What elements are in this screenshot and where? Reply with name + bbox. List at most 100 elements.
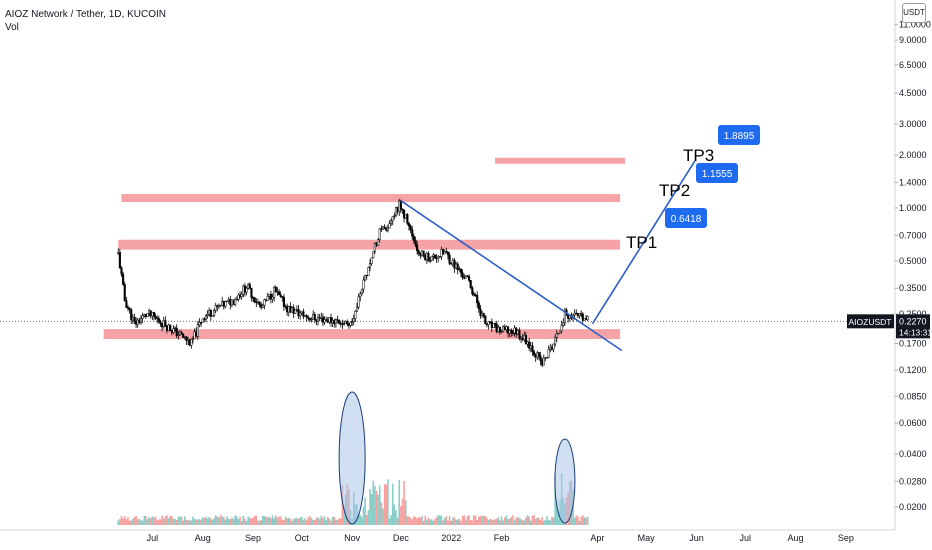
- currency-badge[interactable]: USDT: [902, 3, 926, 23]
- volume-bar: [211, 519, 214, 525]
- volume-bar: [310, 518, 313, 525]
- candle-body: [118, 252, 121, 269]
- last-price-value: 0.2270: [899, 316, 927, 326]
- candle-body: [303, 315, 307, 317]
- candle-body: [446, 251, 450, 256]
- candle-body: [500, 330, 503, 333]
- volume-bar: [331, 517, 334, 525]
- candle-body: [148, 310, 151, 314]
- candle-body: [224, 301, 227, 307]
- candle-body: [407, 223, 411, 227]
- candle-body: [248, 284, 251, 289]
- candle-body: [292, 307, 295, 314]
- volume-bar: [554, 474, 556, 525]
- volume-bar: [182, 520, 185, 525]
- volume-bar: [206, 518, 209, 525]
- symbol-name: AIOZUSDT: [849, 317, 892, 327]
- candle-body: [318, 317, 321, 319]
- candle-body: [489, 321, 492, 323]
- volume-bar: [383, 484, 386, 525]
- candle-body: [464, 275, 467, 279]
- candle-body: [466, 275, 469, 278]
- volume-bar: [452, 517, 454, 525]
- volume-bar: [512, 515, 514, 525]
- volume-bar: [125, 519, 128, 525]
- volume-bar: [442, 520, 444, 525]
- volume-bar: [312, 519, 314, 525]
- volume-bar: [400, 506, 402, 525]
- volume-bar: [525, 517, 527, 525]
- candle-body: [268, 293, 271, 297]
- volume-bar: [224, 519, 227, 525]
- candle-body: [578, 313, 581, 316]
- volume-bar: [434, 518, 436, 525]
- candle-body: [336, 319, 339, 321]
- candle-body: [424, 254, 427, 261]
- time-tick-label: Dec: [393, 533, 410, 543]
- volume-bar: [528, 516, 530, 525]
- candle-body: [442, 249, 445, 255]
- volume-bar: [231, 517, 233, 525]
- volume-bar: [273, 518, 275, 525]
- candle-body: [305, 315, 308, 318]
- candle-body: [390, 220, 393, 224]
- candle-body: [294, 309, 297, 314]
- candle-body: [432, 254, 435, 257]
- candle-body: [245, 288, 248, 293]
- volume-bar: [250, 518, 253, 525]
- candle-body: [365, 274, 368, 277]
- volume-bar: [240, 520, 243, 525]
- volume-bar: [336, 520, 339, 525]
- candle-body: [312, 314, 315, 320]
- volume-bar: [265, 516, 267, 525]
- candle-body: [227, 299, 230, 302]
- candle-body: [479, 308, 482, 316]
- volume-bar: [234, 515, 236, 525]
- candle-body: [338, 319, 341, 324]
- candle-body: [516, 330, 519, 335]
- volume-bar: [461, 516, 464, 525]
- candle-body: [412, 235, 415, 241]
- time-tick-label: 2022: [441, 533, 461, 543]
- volume-bar: [305, 520, 308, 525]
- volume-bar: [518, 518, 521, 525]
- volume-highlight-ellipses: [338, 391, 576, 525]
- candle-body: [468, 276, 471, 281]
- candle-body: [232, 299, 235, 305]
- candle-body: [346, 321, 349, 325]
- volume-bar: [495, 518, 498, 525]
- target-box-2: [696, 163, 738, 183]
- volume-bar: [417, 517, 420, 525]
- candle-body: [196, 324, 199, 337]
- volume-bar: [232, 518, 235, 525]
- candle-body: [537, 352, 540, 357]
- candle-body: [375, 243, 378, 246]
- candle-body: [545, 357, 549, 359]
- candle-body: [347, 323, 350, 326]
- volume-bar: [396, 517, 399, 525]
- candle-body: [401, 208, 404, 211]
- candle-body: [560, 324, 563, 332]
- candle-body: [529, 345, 532, 349]
- price-tick-label: 4.5000: [899, 88, 927, 98]
- candle-body: [300, 311, 303, 314]
- candle-body: [403, 209, 406, 219]
- volume-bar: [263, 516, 266, 525]
- volume-indicator-label[interactable]: Vol: [5, 22, 19, 33]
- zone-3: [495, 157, 626, 164]
- volume-bar: [239, 516, 241, 525]
- trend-lines: [400, 160, 696, 352]
- candle-body: [461, 272, 464, 278]
- volume-bar: [307, 517, 310, 525]
- candle-body: [302, 311, 305, 317]
- volume-bar: [162, 518, 165, 525]
- volume-bar: [169, 515, 172, 525]
- candle-body: [250, 287, 253, 298]
- volume-bar: [141, 520, 144, 525]
- volume-bar: [249, 517, 251, 525]
- price-tick-label: 0.1700: [899, 338, 927, 348]
- volume-bar: [362, 506, 365, 525]
- volume-bar: [200, 519, 202, 525]
- volume-bar: [502, 520, 504, 525]
